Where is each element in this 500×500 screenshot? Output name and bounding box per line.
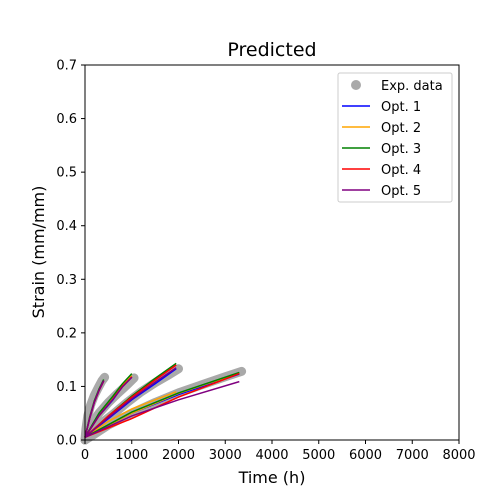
x-tick-label: 8000 — [442, 448, 475, 463]
y-tick-label: 0.1 — [56, 380, 77, 395]
chart-title: Predicted — [227, 39, 316, 61]
y-axis-title: Strain (mm/mm) — [29, 186, 48, 319]
opt-3-curve-4 — [84, 371, 240, 438]
opt-2-curve-3 — [84, 391, 177, 438]
opt-5-curve-4 — [84, 380, 240, 438]
opt-3-curve-2 — [84, 373, 133, 438]
y-tick-label: 0.0 — [56, 434, 77, 449]
legend-label-exp-data: Exp. data — [381, 79, 443, 94]
axis-ticks: 0 1000 2000 3000 4000 5000 6000 7000 8000 0.0 0.1 0… — [56, 59, 475, 464]
legend-marker-exp-data — [351, 80, 361, 90]
opt-5-curve-3 — [84, 367, 177, 438]
legend-label-opt-4: Opt. 4 — [381, 163, 421, 178]
x-tick-label: 3000 — [209, 448, 242, 463]
x-tick-label: 4000 — [255, 448, 288, 463]
y-tick-label: 0.7 — [56, 59, 77, 74]
y-tick-label: 0.6 — [56, 112, 77, 127]
x-tick-label: 6000 — [349, 448, 382, 463]
y-tick-label: 0.5 — [56, 166, 77, 181]
opt-4-curve-3 — [84, 364, 177, 438]
x-tick-label: 7000 — [396, 448, 429, 463]
legend-label-opt-1: Opt. 1 — [381, 100, 421, 115]
legend-label-opt-2: Opt. 2 — [381, 121, 421, 136]
y-tick-label: 0.3 — [56, 273, 77, 288]
opt-5-curve-1 — [84, 380, 105, 438]
y-tick-label: 0.4 — [56, 219, 77, 234]
x-axis-title: Time (h) — [238, 468, 306, 487]
x-tick-label: 0 — [81, 448, 89, 463]
opt-5-curve-2 — [84, 376, 133, 438]
x-tick-label: 2000 — [162, 448, 195, 463]
legend-label-opt-3: Opt. 3 — [381, 142, 421, 157]
legend-label-opt-5: Opt. 5 — [381, 184, 421, 199]
legend: Exp. data Opt. 1 Opt. 2 Opt. 3 Opt. 4 Opt. 5 — [337, 72, 453, 203]
x-tick-label: 1000 — [115, 448, 148, 463]
y-tick-label: 0.2 — [56, 326, 77, 341]
x-tick-label: 5000 — [302, 448, 335, 463]
plot-area — [80, 362, 247, 445]
